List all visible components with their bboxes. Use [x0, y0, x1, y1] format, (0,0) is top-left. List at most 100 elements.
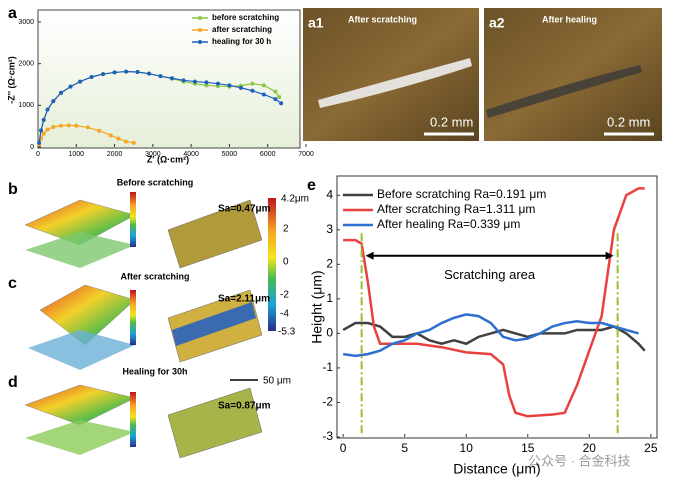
sa-value: Sa=0.47μm [218, 204, 271, 215]
scale-label: 0.2 mm [607, 114, 650, 129]
point [261, 83, 266, 88]
x-tick-label: 0 [36, 151, 40, 158]
x-tick-label: 1000 [68, 151, 84, 158]
point [41, 117, 46, 122]
point [85, 125, 90, 130]
colorbar [268, 198, 276, 331]
colorbar-label: -5.3 [278, 327, 296, 338]
x-axis-label: Z' (Ω·cm²) [147, 154, 189, 164]
point [66, 123, 71, 128]
legend-marker [198, 16, 202, 20]
map-title: Before scratching [117, 177, 194, 187]
point [37, 140, 42, 145]
point [227, 83, 232, 88]
point [250, 81, 255, 86]
point [170, 76, 174, 81]
point [45, 107, 50, 112]
x-tick-label: 0 [340, 441, 347, 455]
x-tick-label: 5 [401, 441, 408, 455]
panel-label: c [8, 275, 17, 292]
map-d [24, 384, 263, 459]
sa-value: Sa=2.11μm [218, 294, 270, 305]
series-line [342, 313, 639, 358]
y-axis-label: Height (μm) [309, 270, 325, 343]
point [58, 90, 63, 95]
y-tick-label: 4 [326, 187, 333, 201]
map-c [28, 284, 263, 370]
point [74, 123, 79, 128]
y-tick-label: 3000 [18, 19, 34, 26]
watermark: 公众号 · 合金科技 [528, 453, 631, 468]
photo-caption: After scratching [348, 14, 417, 24]
legend-marker [198, 40, 202, 44]
point [273, 89, 278, 94]
map-title: Healing for 30h [122, 366, 187, 376]
point [279, 101, 284, 106]
point [108, 133, 113, 138]
point [204, 80, 209, 85]
point [124, 139, 129, 144]
point [39, 128, 44, 133]
point [158, 74, 163, 79]
legend-label: before scratching [212, 13, 279, 22]
point [41, 131, 46, 136]
point [131, 140, 136, 145]
panel-label: a [8, 5, 17, 22]
x-tick-label: 3000 [145, 151, 161, 158]
scale-label: 0.2 mm [430, 114, 473, 129]
y-tick-label: 1000 [18, 102, 34, 109]
legend-label: Before scratching Ra=0.191 μm [377, 187, 546, 201]
point [51, 99, 56, 104]
annotation: Scratching area [444, 267, 536, 282]
photo-tag: a1 [308, 15, 324, 31]
photo-tag: a2 [489, 15, 505, 31]
point [68, 84, 73, 89]
legend-label: After healing Ra=0.339 μm [377, 217, 520, 231]
x-tick-label: 20 [583, 441, 597, 455]
y-tick-label: 0 [30, 144, 34, 151]
y-tick-label: 0 [326, 326, 333, 340]
point [147, 71, 152, 76]
point [51, 125, 56, 129]
x-tick-label: 6000 [260, 151, 276, 158]
legend-label: after scratching [212, 25, 272, 34]
map-b [24, 192, 263, 269]
x-tick-label: 2000 [107, 151, 123, 158]
y-tick-label: -1 [322, 360, 333, 374]
x-tick-label: 7000 [298, 151, 314, 158]
point [261, 92, 266, 97]
point [238, 85, 243, 90]
colorbar-label: 2 [283, 224, 289, 235]
point [124, 69, 129, 74]
panel-label: b [8, 181, 18, 198]
y-tick-label: 2 [326, 257, 333, 271]
scratch [318, 58, 472, 108]
point [273, 97, 278, 102]
point [112, 70, 117, 75]
point [78, 79, 83, 84]
x-axis-label: Distance (μm) [453, 461, 540, 477]
point [181, 78, 186, 83]
x-tick-label: 10 [460, 441, 474, 455]
point [204, 83, 209, 88]
point [215, 81, 220, 86]
legend-marker [198, 28, 202, 32]
scale-label: 50 μm [263, 376, 291, 387]
sa-value: Sa=0.87μm [218, 401, 271, 412]
y-tick-label: 1 [326, 291, 333, 305]
plot-frame-a [37, 9, 301, 149]
colorbar-label: 4.2μm [281, 194, 309, 205]
colorbar-label: 0 [283, 257, 289, 268]
healed-scratch [486, 65, 642, 118]
legend-label: healing for 30 h [212, 37, 271, 46]
x-tick-label: 15 [521, 441, 535, 455]
colorbar-label: -2 [280, 290, 289, 301]
y-tick-label: 3 [326, 222, 333, 236]
point [277, 95, 282, 99]
point [101, 72, 106, 77]
y-axis-label: -Z'' (Ω·cm²) [6, 56, 16, 104]
panel-label: d [8, 374, 18, 391]
photo-caption: After healing [542, 14, 597, 24]
point [58, 123, 63, 128]
y-tick-label: -2 [322, 395, 333, 409]
